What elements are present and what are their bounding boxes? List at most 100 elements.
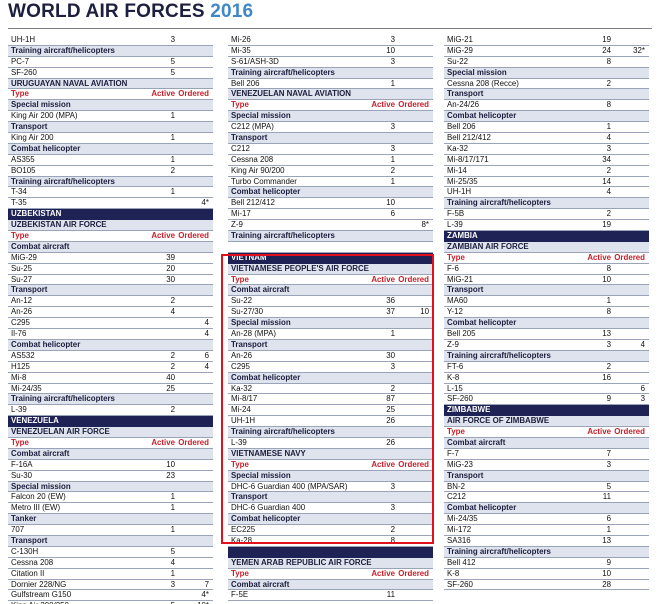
row-label: UZBEKISTAN AIR FORCE bbox=[11, 220, 107, 230]
row-label: Transport bbox=[231, 133, 268, 143]
ordered-count: Ordered bbox=[614, 252, 645, 262]
table-row: Metro III (EW) 1 bbox=[8, 503, 213, 515]
row-label: Gulfstream G150 bbox=[11, 590, 72, 600]
active-count: 1 bbox=[606, 122, 611, 132]
active-count: 25 bbox=[166, 383, 175, 393]
table-row: Gulfstream G150 4* bbox=[8, 590, 213, 602]
table-row: Su-30 23 bbox=[8, 471, 213, 482]
row-label: Transport bbox=[11, 285, 48, 295]
table-row: Su-22 36 bbox=[228, 296, 433, 308]
row-label: Special mission bbox=[11, 481, 71, 491]
category-row: Transport bbox=[8, 535, 213, 547]
active-count: 24 bbox=[602, 45, 611, 55]
force-heading-row: ZAMBIAN AIR FORCE bbox=[444, 241, 649, 253]
row-label: Combat aircraft bbox=[231, 285, 290, 295]
ordered-count: 4 bbox=[204, 329, 209, 339]
row-label: Type bbox=[231, 274, 249, 284]
ordered-count: 6 bbox=[640, 383, 645, 393]
table-row: Bell 412 9 bbox=[444, 558, 649, 569]
table-row: C295 3 bbox=[228, 362, 433, 373]
row-label: VIETNAM bbox=[231, 252, 267, 262]
row-label: Su-30 bbox=[11, 470, 33, 480]
table-row: Mi-24 25 bbox=[228, 405, 433, 417]
table-row: C212 11 bbox=[444, 492, 649, 504]
active-count: 30 bbox=[386, 350, 395, 360]
table-row: Mi-8/17 87 bbox=[228, 394, 433, 406]
active-count: 2 bbox=[606, 209, 611, 219]
row-label: Dornier 228/NG bbox=[11, 579, 67, 589]
row-label: UH-1H bbox=[231, 416, 256, 426]
row-label: Cessna 208 (Recce) bbox=[447, 78, 519, 88]
table-row: UH-1H 26 bbox=[228, 416, 433, 428]
ordered-count: 3 bbox=[640, 394, 645, 404]
row-label: FT-6 bbox=[447, 361, 464, 371]
category-row: Combat helicopter bbox=[228, 514, 433, 526]
row-label: PC-7 bbox=[11, 56, 29, 66]
table-row: Mi-35 10 bbox=[228, 46, 433, 57]
ordered-count: 4 bbox=[204, 361, 209, 371]
table-row: Ka-32 3 bbox=[444, 144, 649, 155]
table-row: H125 2 4 bbox=[8, 362, 213, 373]
row-label: SF-260 bbox=[447, 579, 473, 589]
row-label: BN-2 bbox=[447, 481, 465, 491]
active-count: 25 bbox=[386, 405, 395, 415]
active-count: 4 bbox=[606, 133, 611, 143]
country-heading-row: VENEZUELA bbox=[8, 416, 213, 428]
row-label: VENEZUELAN NAVAL AVIATION bbox=[231, 89, 351, 99]
country-heading-row: ZAMBIA bbox=[444, 231, 649, 242]
force-heading-row: URUGUAYAN NAVAL AVIATION bbox=[8, 78, 213, 90]
row-label: Su-27 bbox=[11, 274, 33, 284]
active-count: Active bbox=[151, 89, 175, 99]
table-row: Z-9 3 4 bbox=[444, 340, 649, 351]
active-count: 2 bbox=[390, 165, 395, 175]
column-header-row: Type Active Ordered bbox=[444, 253, 649, 264]
category-row: Combat aircraft bbox=[8, 241, 213, 253]
row-label: Il-76 bbox=[11, 329, 27, 339]
row-label: Training aircraft/helicopters bbox=[447, 198, 551, 208]
row-label: UZBEKISTAN bbox=[11, 209, 62, 219]
row-label: Tanker bbox=[11, 514, 37, 524]
row-label: Ka-28 bbox=[231, 535, 253, 545]
column-header-row: Type Active Ordered bbox=[8, 438, 213, 449]
row-label: Combat helicopter bbox=[11, 143, 81, 153]
active-count: 2 bbox=[390, 525, 395, 535]
row-label: Combat helicopter bbox=[231, 514, 301, 524]
category-row: Training aircraft/helicopters bbox=[228, 231, 433, 242]
active-count: 3 bbox=[390, 35, 395, 44]
row-label: Transport bbox=[11, 122, 48, 132]
row-label: Special mission bbox=[231, 318, 291, 328]
active-count: 1 bbox=[170, 154, 175, 164]
active-count: 2 bbox=[170, 296, 175, 306]
row-label: C295 bbox=[11, 318, 30, 328]
active-count: 3 bbox=[390, 143, 395, 153]
row-label: Special mission bbox=[447, 67, 507, 77]
table-row: 707 1 bbox=[8, 525, 213, 536]
table-row: Mi-172 1 bbox=[444, 525, 649, 536]
row-label: ZIMBABWE bbox=[447, 405, 491, 415]
table-row: DHC-6 Guardian 400 (MPA/SAR) 3 bbox=[228, 482, 433, 493]
row-label: Mi-24 bbox=[231, 405, 251, 415]
active-count: 5 bbox=[170, 56, 175, 66]
active-count: 3 bbox=[390, 361, 395, 371]
category-row: Transport bbox=[444, 470, 649, 482]
table-row: Ka-32 2 bbox=[228, 384, 433, 395]
active-count: 6 bbox=[606, 514, 611, 524]
ordered-count: Ordered bbox=[178, 437, 209, 447]
category-row: Combat aircraft bbox=[228, 285, 433, 297]
column-header-row: Type Active Ordered bbox=[228, 569, 433, 580]
table-row: F-16A 10 bbox=[8, 460, 213, 471]
row-label: K-8 bbox=[447, 372, 460, 382]
ordered-count: Ordered bbox=[398, 100, 429, 110]
row-label: Training aircraft/helicopters bbox=[11, 176, 115, 186]
table-row: Cessna 208 1 bbox=[228, 155, 433, 166]
row-label: S-61/ASH-3D bbox=[231, 56, 279, 66]
active-count: 3 bbox=[606, 339, 611, 349]
row-label: Bell 205 bbox=[447, 329, 476, 339]
row-label: Training aircraft/helicopters bbox=[11, 45, 115, 55]
table-row: Mi-17 6 bbox=[228, 209, 433, 221]
column-header-row: Type Active Ordered bbox=[228, 275, 433, 286]
row-label: Combat helicopter bbox=[231, 187, 301, 197]
row-label: Training aircraft/helicopters bbox=[11, 394, 115, 404]
active-count: 2 bbox=[170, 350, 175, 360]
active-count: 19 bbox=[602, 220, 611, 230]
